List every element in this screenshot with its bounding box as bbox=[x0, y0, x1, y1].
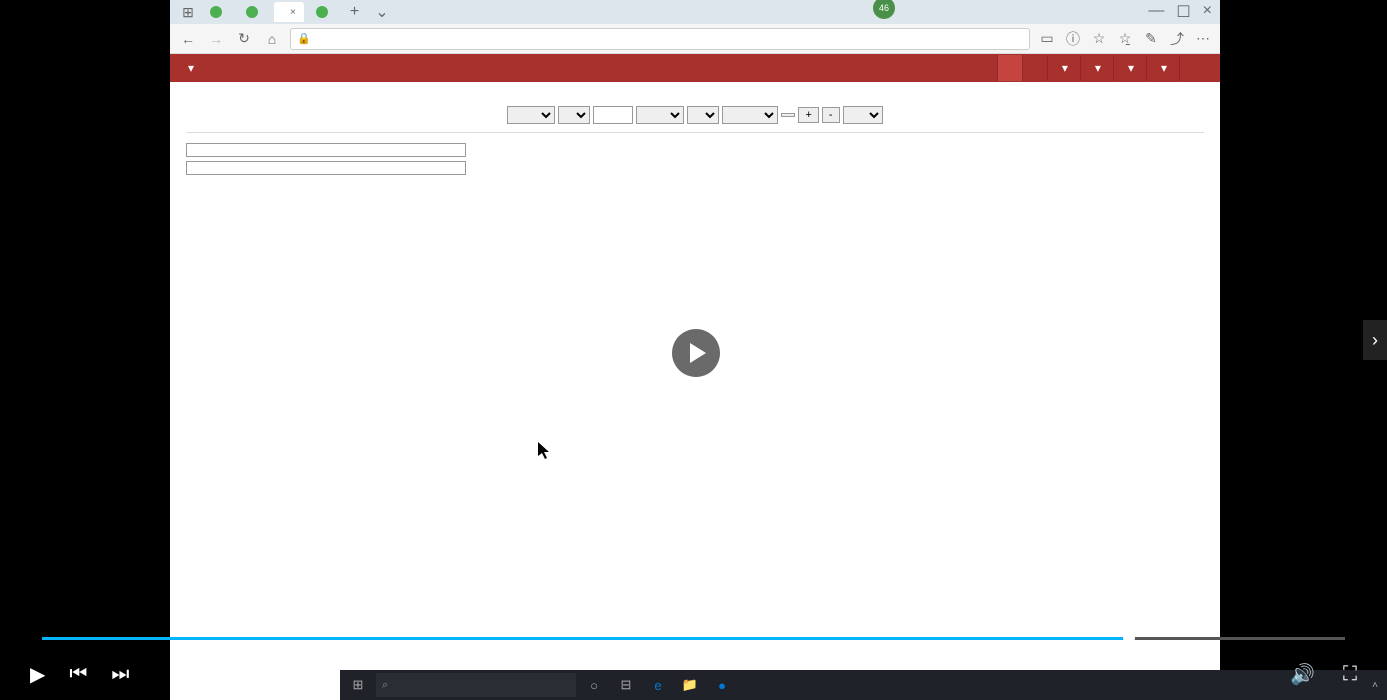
logout-button[interactable] bbox=[997, 55, 1022, 81]
progress-thumb[interactable] bbox=[1123, 632, 1135, 644]
nav-tools[interactable]: ▾ bbox=[1080, 55, 1113, 81]
year-input[interactable] bbox=[593, 106, 633, 124]
url-input[interactable]: 🔒 bbox=[290, 28, 1030, 50]
play-button[interactable]: ▶ bbox=[30, 662, 45, 687]
chevron-down-icon: ▾ bbox=[1161, 61, 1167, 75]
chevron-down-icon: ▾ bbox=[1128, 61, 1134, 75]
translate-icon[interactable]: ⓘ bbox=[1064, 29, 1082, 49]
day-select[interactable] bbox=[558, 106, 590, 124]
tab-2[interactable] bbox=[238, 2, 270, 22]
submit-button[interactable] bbox=[781, 113, 795, 117]
date-controls: + - bbox=[186, 106, 1204, 133]
plus-button[interactable]: + bbox=[798, 107, 818, 123]
brand[interactable]: ▾ bbox=[186, 61, 194, 75]
tab-menu[interactable]: ⌄ bbox=[369, 2, 394, 22]
progress-fill bbox=[42, 637, 1123, 640]
progress-bar[interactable] bbox=[42, 637, 1345, 640]
prev-button[interactable]: ⏮ bbox=[69, 663, 87, 686]
favicon-icon bbox=[316, 6, 328, 18]
favicon-icon bbox=[210, 6, 222, 18]
progress-area bbox=[0, 628, 1387, 648]
minimize-button[interactable]: — bbox=[1148, 2, 1164, 22]
back-button[interactable]: ← bbox=[178, 31, 198, 47]
tab-1[interactable] bbox=[202, 2, 234, 22]
next-arrow[interactable]: › bbox=[1363, 320, 1387, 360]
address-bar: ← → ↻ ⌂ 🔒 ▭ ⓘ ☆ ☆̱ ✎ ⤴ ⋯ bbox=[170, 24, 1220, 54]
overview-icon[interactable]: ⊞ bbox=[178, 4, 198, 21]
astro-wheel bbox=[586, 143, 986, 543]
tab-3-active[interactable]: × bbox=[274, 2, 304, 22]
reload-button[interactable]: ↻ bbox=[234, 30, 254, 47]
tab-4[interactable] bbox=[308, 2, 340, 22]
minute-select[interactable] bbox=[687, 106, 719, 124]
chevron-down-icon: ▾ bbox=[1062, 61, 1068, 75]
favicon-icon bbox=[246, 6, 258, 18]
volume-button[interactable]: 🔊 bbox=[1290, 662, 1315, 687]
natal-info-box bbox=[186, 143, 466, 157]
reader-icon[interactable]: ▭ bbox=[1038, 30, 1056, 47]
site-nav: ▾ ▾ ▾ ▾ ▾ bbox=[170, 54, 1220, 82]
chevron-down-icon: ▾ bbox=[1095, 61, 1101, 75]
play-icon bbox=[690, 343, 706, 363]
fullscreen-button[interactable]: ⛶ bbox=[1343, 663, 1357, 686]
nav-files[interactable]: ▾ bbox=[1146, 55, 1179, 81]
share-icon[interactable]: ⤴ bbox=[1168, 29, 1186, 49]
tz-select[interactable] bbox=[722, 106, 778, 124]
new-tab-button[interactable]: + bbox=[344, 3, 365, 21]
chevron-down-icon: ▾ bbox=[188, 61, 194, 75]
player-controls: ▶ ⏮ ⏭ 🔊 ⛶ bbox=[0, 648, 1387, 700]
user-status bbox=[1179, 55, 1204, 81]
next-button[interactable]: ⏭ bbox=[111, 663, 129, 686]
lock-icon: 🔒 bbox=[297, 32, 311, 45]
favorites-icon[interactable]: ☆̱ bbox=[1116, 30, 1134, 47]
maximize-button[interactable]: ☐ bbox=[1176, 2, 1190, 22]
nav-charts[interactable]: ▾ bbox=[1113, 55, 1146, 81]
period-select[interactable] bbox=[843, 106, 883, 124]
menu-icon[interactable]: ⋯ bbox=[1194, 30, 1212, 47]
close-window-button[interactable]: × bbox=[1203, 2, 1212, 22]
forward-button[interactable]: → bbox=[206, 31, 226, 47]
star-icon[interactable]: ☆ bbox=[1090, 30, 1108, 47]
nav-settings[interactable]: ▾ bbox=[1047, 55, 1080, 81]
play-button-center[interactable] bbox=[672, 329, 720, 377]
nav-quickchart[interactable] bbox=[1022, 55, 1047, 81]
month-select[interactable] bbox=[507, 106, 555, 124]
hour-select[interactable] bbox=[636, 106, 684, 124]
notification-badge[interactable]: 46 bbox=[873, 0, 895, 19]
home-button[interactable]: ⌂ bbox=[262, 31, 282, 47]
edit-icon[interactable]: ✎ bbox=[1142, 30, 1160, 47]
browser-tabs: ⊞ × + ⌄ — ☐ × 46 bbox=[170, 0, 1220, 24]
transit-info-box bbox=[186, 161, 466, 175]
minus-button[interactable]: - bbox=[822, 107, 840, 123]
close-icon[interactable]: × bbox=[290, 7, 296, 18]
